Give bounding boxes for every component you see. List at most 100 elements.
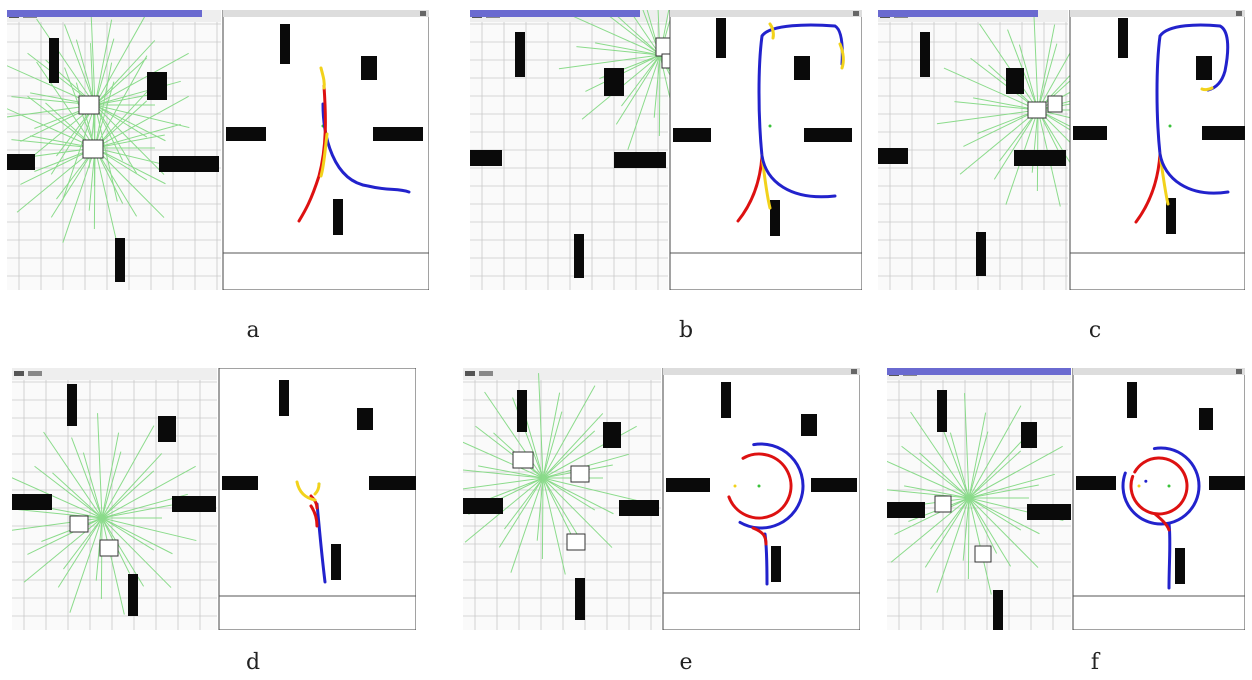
sensor-ray xyxy=(576,46,661,56)
caption-b: b xyxy=(678,318,694,343)
sensor-ray xyxy=(542,411,563,479)
trajectory-blue xyxy=(1155,23,1230,156)
sensor-ray xyxy=(887,460,970,499)
trajectory-blue xyxy=(757,23,844,158)
sensor-ray xyxy=(50,104,96,175)
sensor-ray xyxy=(94,147,148,181)
trajectory-red xyxy=(751,526,768,546)
sensor-ray xyxy=(52,472,103,519)
map-title-bar xyxy=(663,368,860,375)
obstacle xyxy=(604,68,624,96)
sensor-ray xyxy=(12,477,103,519)
sensor-ray xyxy=(979,23,1039,111)
sensor-ray xyxy=(924,497,970,568)
sensor-ray xyxy=(94,55,148,149)
sensor-ray xyxy=(536,477,544,541)
sensor-ray xyxy=(968,497,1039,568)
sensor-ray xyxy=(954,101,1039,111)
trajectory-yellow xyxy=(838,42,845,70)
panel-e-svg xyxy=(463,368,860,630)
sensor-ray xyxy=(94,147,118,245)
sensor-ray xyxy=(968,497,998,554)
obstacle xyxy=(12,494,52,510)
window-close-icon xyxy=(851,369,857,374)
sensor-ray xyxy=(964,393,970,499)
sensor-ray xyxy=(94,134,165,149)
obstacle xyxy=(1118,18,1128,58)
trajectory-blue xyxy=(760,154,837,199)
obstacle xyxy=(1076,476,1116,490)
sensor-ray xyxy=(962,497,970,561)
obstacle xyxy=(1196,56,1212,80)
sensor-ray xyxy=(930,497,970,550)
sensor-ray xyxy=(1033,10,1039,111)
obstacle xyxy=(721,382,731,418)
map-content xyxy=(222,380,416,584)
sensor-ray xyxy=(101,504,172,519)
obstacle xyxy=(804,128,852,142)
panel-d-svg xyxy=(12,368,416,630)
sensor-ray xyxy=(542,430,596,479)
sensor-ray xyxy=(100,517,103,600)
obstacle xyxy=(1202,126,1245,140)
obstacle xyxy=(976,232,986,276)
sensor-ray xyxy=(658,54,661,137)
sensor-ray xyxy=(23,517,103,583)
sensor-ray xyxy=(101,432,120,519)
sensor-ray xyxy=(94,104,138,174)
sensor-rays xyxy=(887,393,1064,595)
sensor-ray xyxy=(993,109,1039,180)
map-content xyxy=(1076,382,1245,590)
trajectory-blue xyxy=(1121,446,1201,526)
sensor-ray xyxy=(463,469,544,479)
sensor-ray xyxy=(101,453,163,519)
trajectory-red xyxy=(736,154,764,223)
sensor-ray xyxy=(75,82,96,149)
sensor-ray xyxy=(542,477,614,515)
menu-icon xyxy=(479,371,493,376)
robot-box xyxy=(99,539,119,557)
obstacle xyxy=(67,384,77,426)
obstacle xyxy=(887,502,925,518)
sensor-ray xyxy=(510,477,544,573)
sensor-ray xyxy=(894,497,970,535)
obstacle xyxy=(575,578,585,620)
sensor-ray xyxy=(94,38,115,106)
robot-box xyxy=(1047,95,1063,113)
robot-box xyxy=(1027,101,1047,119)
window-close-icon xyxy=(853,11,859,16)
sensor-ray xyxy=(94,123,181,149)
title-bar xyxy=(470,10,640,17)
obstacle xyxy=(614,152,666,168)
sensor-ray xyxy=(968,484,1039,499)
caption-f: f xyxy=(1090,650,1100,675)
goal-marker xyxy=(768,124,772,128)
sensor-ray xyxy=(610,10,661,56)
sensor-ray xyxy=(94,147,166,185)
sensor-ray xyxy=(627,54,661,150)
obstacle xyxy=(574,234,584,278)
grid-lines xyxy=(470,10,668,290)
caption-c: c xyxy=(1088,318,1102,343)
trajectory-blue xyxy=(1158,152,1230,195)
sensor-ray xyxy=(968,497,1040,535)
sensor-ray xyxy=(94,95,189,149)
trajectory-yellow xyxy=(295,480,317,502)
sensor-ray xyxy=(542,477,638,502)
sensor-ray xyxy=(94,104,165,175)
obstacle xyxy=(673,128,711,142)
obstacle xyxy=(147,72,167,100)
sensor-ray xyxy=(101,517,125,615)
map-content xyxy=(666,382,857,586)
sensor-ray xyxy=(94,104,148,138)
obstacle xyxy=(7,154,35,170)
obstacle xyxy=(463,498,503,514)
sensor-ray xyxy=(542,477,613,548)
sensor-ray xyxy=(101,517,155,551)
sensor-ray xyxy=(16,147,96,213)
obstacle xyxy=(1175,548,1185,584)
trajectory-blue xyxy=(315,502,327,584)
obstacle xyxy=(716,18,726,58)
map-title-bar xyxy=(223,10,429,17)
sensor-ray xyxy=(27,95,96,149)
